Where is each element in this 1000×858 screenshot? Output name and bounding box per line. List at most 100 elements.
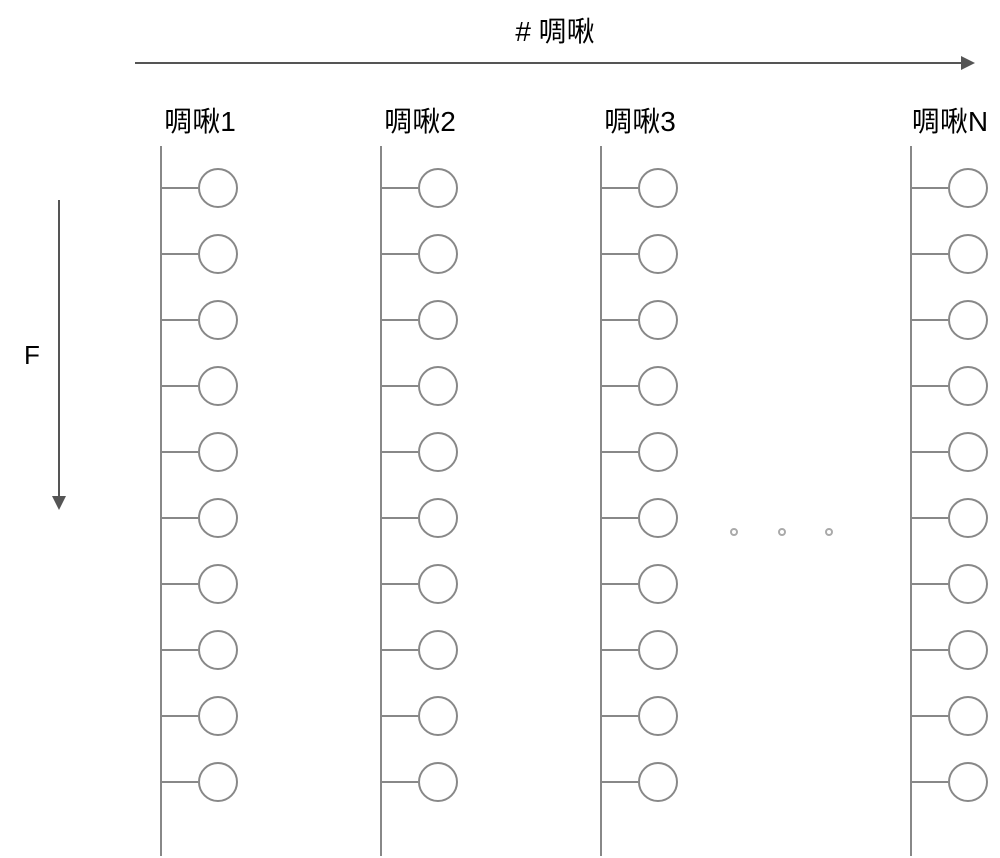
node-circle-icon <box>198 498 238 538</box>
node-stem <box>912 583 948 585</box>
dot-icon <box>778 528 786 536</box>
left-axis: F <box>30 200 70 510</box>
node-stem <box>912 517 948 519</box>
columns-area: 啁啾1啁啾2啁啾3啁啾N <box>100 100 990 858</box>
node-circle-icon <box>418 762 458 802</box>
dot-icon <box>730 528 738 536</box>
node-stem <box>912 451 948 453</box>
arrow-head-down-icon <box>52 496 66 510</box>
node-stem <box>602 187 638 189</box>
node-stem <box>912 385 948 387</box>
node-stem <box>602 583 638 585</box>
node-stem <box>382 583 418 585</box>
node-stem <box>162 253 198 255</box>
node-circle-icon <box>948 234 988 274</box>
ellipsis-icon <box>720 520 843 543</box>
node-stem <box>162 187 198 189</box>
column-label: 啁啾3 <box>570 100 710 140</box>
node-circle-icon <box>418 498 458 538</box>
node-stem <box>382 649 418 651</box>
node-stem <box>382 385 418 387</box>
node-circle-icon <box>638 366 678 406</box>
node-stem <box>602 253 638 255</box>
node-circle-icon <box>198 168 238 208</box>
node-circle-icon <box>948 564 988 604</box>
node-stem <box>162 583 198 585</box>
node-stem <box>382 781 418 783</box>
node-circle-icon <box>638 564 678 604</box>
node-stem <box>912 253 948 255</box>
node-circle-icon <box>418 300 458 340</box>
column: 啁啾2 <box>350 100 490 156</box>
node-circle-icon <box>418 366 458 406</box>
dot-icon <box>825 528 833 536</box>
node-stem <box>382 715 418 717</box>
node-circle-icon <box>948 168 988 208</box>
node-circle-icon <box>198 630 238 670</box>
node-circle-icon <box>198 366 238 406</box>
node-circle-icon <box>418 630 458 670</box>
column-label: 啁啾2 <box>350 100 490 140</box>
node-circle-icon <box>948 630 988 670</box>
node-stem <box>602 385 638 387</box>
node-circle-icon <box>948 498 988 538</box>
node-stem <box>382 517 418 519</box>
node-stem <box>382 187 418 189</box>
node-circle-icon <box>948 366 988 406</box>
node-stem <box>912 781 948 783</box>
node-stem <box>912 319 948 321</box>
node-stem <box>912 649 948 651</box>
node-stem <box>162 715 198 717</box>
node-stem <box>912 715 948 717</box>
node-stem <box>162 649 198 651</box>
node-circle-icon <box>948 696 988 736</box>
node-stem <box>162 319 198 321</box>
node-stem <box>382 319 418 321</box>
arrow-head-right-icon <box>961 56 975 70</box>
node-stem <box>602 781 638 783</box>
node-circle-icon <box>638 696 678 736</box>
node-circle-icon <box>198 762 238 802</box>
node-circle-icon <box>198 234 238 274</box>
node-circle-icon <box>638 498 678 538</box>
node-stem <box>602 451 638 453</box>
top-axis: # 啁啾 <box>130 10 980 74</box>
node-circle-icon <box>638 300 678 340</box>
node-circle-icon <box>418 234 458 274</box>
arrow-line <box>135 62 963 64</box>
arrow-line <box>58 200 60 496</box>
node-circle-icon <box>638 168 678 208</box>
node-circle-icon <box>418 432 458 472</box>
node-circle-icon <box>638 234 678 274</box>
column-label: 啁啾1 <box>130 100 270 140</box>
node-stem <box>382 451 418 453</box>
node-stem <box>162 451 198 453</box>
node-circle-icon <box>418 168 458 208</box>
column: 啁啾1 <box>130 100 270 156</box>
node-circle-icon <box>418 564 458 604</box>
node-circle-icon <box>638 630 678 670</box>
node-stem <box>382 253 418 255</box>
node-stem <box>162 385 198 387</box>
node-stem <box>912 187 948 189</box>
node-circle-icon <box>418 696 458 736</box>
node-circle-icon <box>638 762 678 802</box>
node-stem <box>602 649 638 651</box>
column: 啁啾3 <box>570 100 710 156</box>
node-stem <box>162 517 198 519</box>
node-stem <box>602 517 638 519</box>
top-axis-arrow <box>135 54 975 74</box>
node-stem <box>162 781 198 783</box>
node-circle-icon <box>198 564 238 604</box>
node-circle-icon <box>948 300 988 340</box>
node-circle-icon <box>638 432 678 472</box>
left-axis-label: F <box>24 340 40 371</box>
column-label: 啁啾N <box>880 100 1000 140</box>
top-axis-label: # 啁啾 <box>130 10 980 50</box>
column: 啁啾N <box>880 100 1000 156</box>
node-circle-icon <box>198 300 238 340</box>
node-stem <box>602 715 638 717</box>
node-stem <box>602 319 638 321</box>
node-circle-icon <box>198 432 238 472</box>
node-circle-icon <box>948 432 988 472</box>
